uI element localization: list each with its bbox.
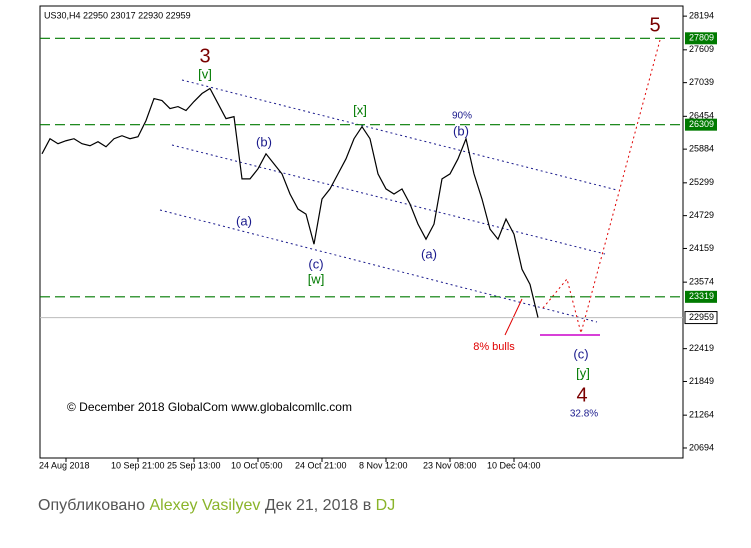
wave-label: (a) xyxy=(236,213,252,228)
projection xyxy=(542,39,661,335)
y-tick-label: 26454 xyxy=(689,111,714,121)
y-tick-label: 22419 xyxy=(689,343,714,353)
pointer xyxy=(504,298,523,336)
wave-label: [y] xyxy=(576,365,590,380)
channel-line xyxy=(181,79,618,191)
y-tick-label: 25299 xyxy=(689,177,714,187)
wave-label: (a) xyxy=(421,246,437,261)
x-tick-label: 10 Oct 05:00 xyxy=(231,460,283,470)
channel-line xyxy=(171,144,606,255)
copyright: © December 2018 GlobalCom www.globalcoml… xyxy=(67,400,352,414)
channels xyxy=(159,79,618,323)
x-tick-label: 25 Sep 13:00 xyxy=(167,460,221,470)
level-box xyxy=(685,290,717,303)
y-tick-label: 25884 xyxy=(689,144,714,154)
wave-label: (c) xyxy=(573,346,588,361)
x-tick-label: 10 Sep 21:00 xyxy=(111,460,165,470)
chart-title: US30,H4 22950 23017 22930 22959 xyxy=(44,10,191,20)
last-price-label: 22959 xyxy=(689,312,714,322)
wave-label: (b) xyxy=(256,134,272,149)
y-tick-label: 28194 xyxy=(689,11,714,21)
x-tick-label: 10 Dec 04:00 xyxy=(487,460,541,470)
y-tick-label: 23574 xyxy=(689,277,714,287)
price-line xyxy=(41,87,539,318)
y-tick-label: 21849 xyxy=(689,376,714,386)
published: Опубликовано xyxy=(38,497,146,514)
y-tick-label: 20694 xyxy=(689,442,714,452)
channel-line xyxy=(159,209,598,323)
wave-label: [x] xyxy=(353,102,367,117)
level-label: 23319 xyxy=(689,291,714,301)
wave-label: 4 xyxy=(576,384,587,406)
y-tick-label: 24729 xyxy=(689,210,714,220)
author[interactable]: Alexey Vasilyev xyxy=(149,497,261,514)
level-label: 27809 xyxy=(689,33,714,43)
wave-label: (c) xyxy=(308,256,323,271)
wave-label: 8% bulls xyxy=(473,341,515,353)
wave-label: [w] xyxy=(308,271,325,286)
source[interactable]: DJ xyxy=(375,497,396,514)
level-label: 26309 xyxy=(689,119,714,129)
wave-label: [v] xyxy=(198,66,212,81)
y-tick-label: 27039 xyxy=(689,77,714,87)
wave-label: 5 xyxy=(649,14,660,36)
x-tick-label: 23 Nov 08:00 xyxy=(423,460,477,470)
wave-label: 32.8% xyxy=(570,409,598,420)
wave-label: 90% xyxy=(452,111,472,122)
y-tick-label: 27609 xyxy=(689,44,714,54)
level-box xyxy=(685,32,717,45)
level-box xyxy=(685,118,717,131)
footer: Опубликовано Alexey Vasilyev Дек 21, 201… xyxy=(38,497,395,515)
y-tick-label: 24159 xyxy=(689,243,714,253)
x-tick-label: 24 Aug 2018 xyxy=(39,460,90,470)
plot-frame xyxy=(39,5,684,459)
wave-label: (b) xyxy=(453,123,469,138)
x-tick-label: 24 Oct 21:00 xyxy=(295,460,347,470)
wave-label: 3 xyxy=(199,45,210,67)
x-tick-label: 8 Nov 12:00 xyxy=(359,460,408,470)
last-price-box xyxy=(684,311,718,325)
date: Дек 21, 2018 в xyxy=(264,497,372,514)
chart: US30,H4 22950 23017 22930 22959 © Decemb… xyxy=(39,5,718,470)
y-tick-label: 21264 xyxy=(689,410,714,420)
